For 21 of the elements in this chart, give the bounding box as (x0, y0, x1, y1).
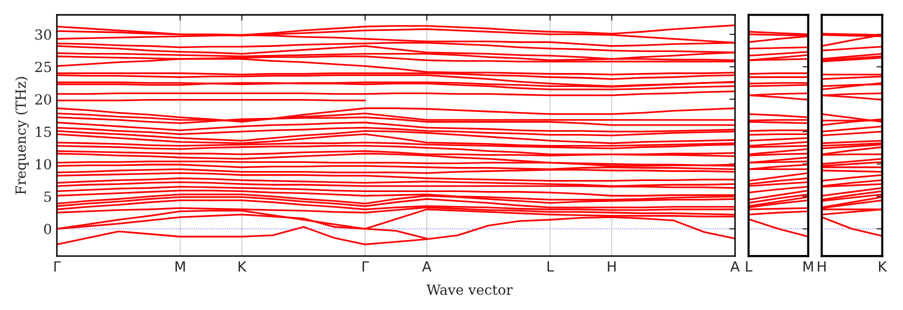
x-tick-label: M (804, 261, 813, 272)
y-tick-label: 30 (35, 29, 52, 40)
x-tick-label: A (422, 261, 432, 272)
x-tick-label: A (730, 261, 740, 272)
y-tick-label: 20 (35, 94, 52, 105)
x-axis-title: Wave vector (426, 284, 513, 295)
y-tick-label: 15 (36, 126, 51, 138)
x-tick-label: H (818, 261, 826, 272)
y-tick-label: 10 (36, 158, 52, 170)
x-tick-label: L (746, 261, 752, 272)
x-tick-label: K (879, 261, 888, 272)
y-axis-title: Frequency (THz) (15, 77, 29, 194)
x-tick-label: M (176, 261, 185, 272)
x-tick-label: L (548, 261, 554, 272)
x-tick-label: Γ (362, 261, 369, 272)
y-tick-label: 5 (44, 192, 51, 202)
x-tick-label: H (608, 261, 616, 272)
x-tick-label: K (238, 261, 247, 272)
x-tick-label: Γ (54, 261, 61, 272)
y-tick-label: 0 (44, 224, 52, 234)
y-tick-label: 25 (35, 62, 51, 72)
